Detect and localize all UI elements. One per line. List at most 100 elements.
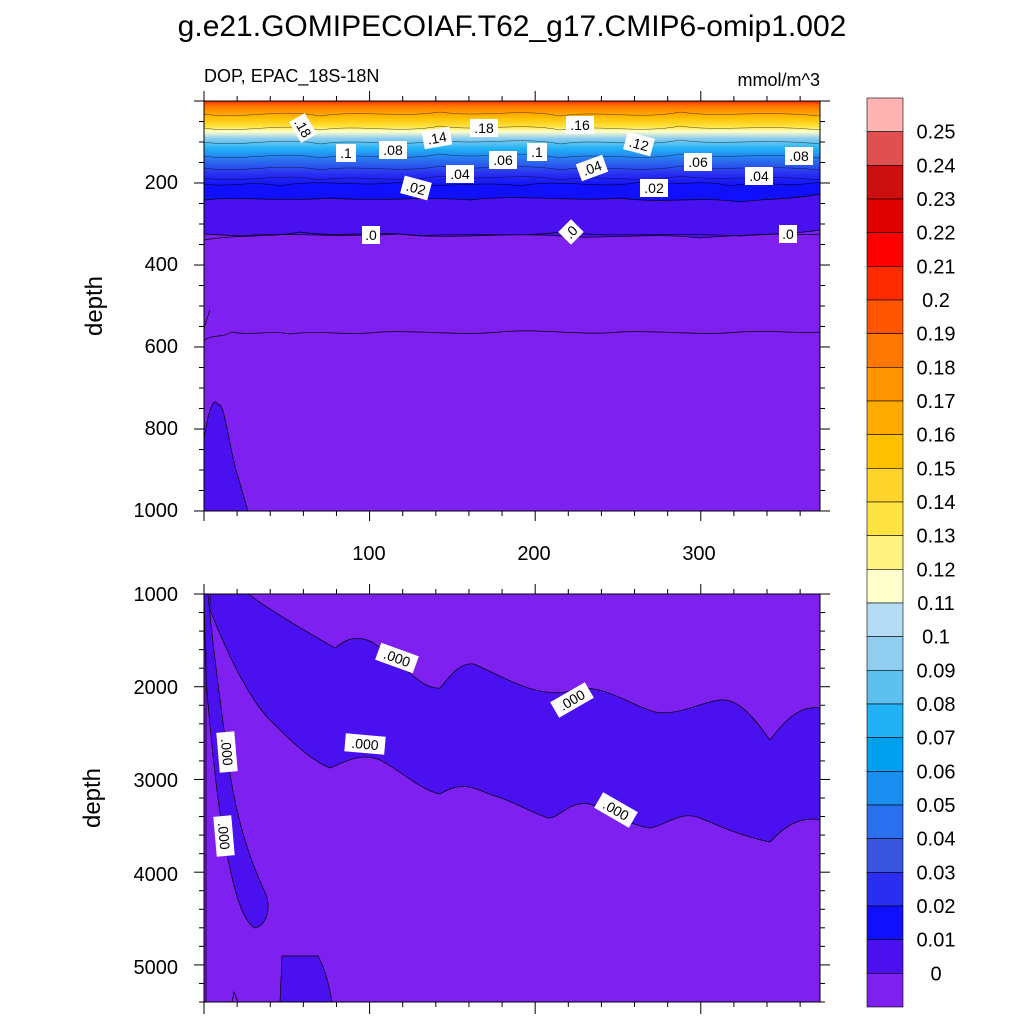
lower-contour-labels: .000 .000 .000 .000 .000 .000 xyxy=(213,642,638,857)
colorbar-swatch xyxy=(866,905,904,940)
contour-label: .000 xyxy=(215,822,233,851)
colorbar-swatch xyxy=(866,333,904,368)
colorbar-label: 0 xyxy=(930,963,941,985)
colorbar-swatch xyxy=(866,804,904,839)
contour-label: .000 xyxy=(351,735,380,753)
y-tick-label: 800 xyxy=(145,418,178,440)
colorbar-swatch xyxy=(866,131,904,166)
contour-label: .1 xyxy=(340,145,352,161)
y-tick-label: 400 xyxy=(145,254,178,276)
contour-label: .02 xyxy=(405,178,428,199)
contour-label: .04 xyxy=(749,168,769,184)
lower-tick-marks xyxy=(194,584,830,1014)
colorbar-label: 0.21 xyxy=(917,256,956,278)
colorbar-label: 0.02 xyxy=(917,896,956,918)
colorbar-label: 0.07 xyxy=(917,728,956,750)
contour-label: .0 xyxy=(782,226,794,242)
colorbar-label: 0.11 xyxy=(917,593,954,615)
colorbar-label: 0.24 xyxy=(917,155,956,177)
colorbar-swatch xyxy=(866,569,904,604)
contour-label: .06 xyxy=(688,154,708,170)
colorbar-swatch xyxy=(866,367,904,402)
colorbar-label: 0.2 xyxy=(922,290,950,312)
contour-label: .02 xyxy=(644,180,664,196)
colorbar-label: 0.19 xyxy=(917,324,956,346)
chart-title: g.e21.GOMIPECOIAF.T62_g17.CMIP6-omip1.00… xyxy=(178,10,847,43)
colorbar-swatch xyxy=(866,939,904,974)
y-tick-label: 1000 xyxy=(134,584,179,606)
colorbar-label: 0.18 xyxy=(917,357,956,379)
variable-label: DOP, EPAC_18S-18N xyxy=(204,66,379,87)
colorbar-label: 0.01 xyxy=(917,930,956,952)
colorbar-label: 0.22 xyxy=(917,223,956,245)
y-tick-label: 3000 xyxy=(134,770,179,792)
contour-label: .12 xyxy=(628,134,651,155)
x-tick-label: 100 xyxy=(352,543,385,565)
y-tick-label: 600 xyxy=(145,336,178,358)
contour-label: .06 xyxy=(493,152,513,168)
colorbar-label: 0.17 xyxy=(917,391,956,413)
colorbar-swatch xyxy=(866,97,904,132)
upper-x-tick-labels: 100 200 300 xyxy=(352,543,715,565)
contour-label: .0 xyxy=(365,227,377,243)
colorbar-label: 0.13 xyxy=(917,526,956,548)
colorbar-label: 0.15 xyxy=(917,458,956,480)
lower-contour-fill xyxy=(204,594,820,1002)
colorbar-label: 0.05 xyxy=(917,795,956,817)
colorbar-label: 0.08 xyxy=(917,694,956,716)
colorbar-swatch xyxy=(866,771,904,806)
colorbar-label: 0.03 xyxy=(917,862,956,884)
contour-label: .04 xyxy=(580,157,604,179)
colorbar-swatch xyxy=(866,232,904,267)
contour-label: .000 xyxy=(218,738,236,767)
colorbar-label: 0.14 xyxy=(917,492,956,514)
y-tick-label: 4000 xyxy=(134,864,179,886)
colorbar-swatch xyxy=(866,636,904,671)
colorbar-label: 0.16 xyxy=(917,425,956,447)
upper-panel: .18 .1 .08 .14 .18 .16 .12 .04 .06 .1 .0… xyxy=(81,91,830,565)
upper-y-axis-label: depth xyxy=(81,276,108,336)
colorbar-label: 0.09 xyxy=(917,660,956,682)
upper-contour-labels: .18 .1 .08 .14 .18 .16 .12 .04 .06 .1 .0… xyxy=(289,113,813,245)
contour-label: .18 xyxy=(474,120,494,136)
colorbar-swatch xyxy=(866,501,904,536)
lower-y-axis-label: depth xyxy=(79,768,106,828)
upper-tick-marks xyxy=(194,91,830,521)
contour-label: .16 xyxy=(570,117,590,133)
colorbar-swatch xyxy=(866,468,904,503)
colorbar-swatch xyxy=(866,703,904,738)
colorbar-swatch xyxy=(866,872,904,907)
colorbar-swatch xyxy=(866,400,904,435)
contour-label: .04 xyxy=(450,166,470,182)
contour-label: .08 xyxy=(383,142,403,158)
colorbar-swatch xyxy=(866,670,904,705)
y-tick-label: 1000 xyxy=(134,500,179,522)
lower-panel: .000 .000 .000 .000 .000 .000 depth 1000… xyxy=(79,584,830,1014)
colorbar-swatch xyxy=(866,299,904,334)
colorbar-swatch xyxy=(866,198,904,233)
colorbar-swatch xyxy=(866,535,904,570)
upper-contour-fill xyxy=(204,101,820,511)
colorbar: 0.25 0.24 0.23 0.22 0.21 0.2 0.19 0.18 0.17 0.16 0… xyxy=(866,97,956,1008)
colorbar-label: 0.1 xyxy=(922,627,950,649)
x-tick-label: 200 xyxy=(517,543,550,565)
colorbar-swatch xyxy=(866,602,904,637)
colorbar-swatch xyxy=(866,737,904,772)
contour-label: .08 xyxy=(789,148,809,164)
colorbar-swatch xyxy=(866,165,904,200)
colorbar-swatch xyxy=(866,838,904,873)
colorbar-swatch xyxy=(866,266,904,301)
colorbar-label: 0.12 xyxy=(917,559,956,581)
colorbar-label: 0.06 xyxy=(917,761,956,783)
lower-y-tick-labels: 1000 2000 3000 4000 5000 xyxy=(134,584,179,979)
colorbar-label: 0.23 xyxy=(917,189,956,211)
colorbar-swatch xyxy=(866,434,904,469)
y-tick-label: 200 xyxy=(145,172,178,194)
contour-label: .1 xyxy=(531,144,543,160)
colorbar-swatch xyxy=(866,973,904,1008)
colorbar-label: 0.25 xyxy=(917,122,956,144)
x-tick-label: 300 xyxy=(682,543,715,565)
contour-label: .14 xyxy=(426,128,448,147)
y-tick-label: 5000 xyxy=(134,957,179,979)
